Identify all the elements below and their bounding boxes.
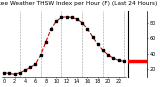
Text: Milwaukee Weather THSW Index per Hour (F) (Last 24 Hours): Milwaukee Weather THSW Index per Hour (F… — [0, 1, 157, 6]
